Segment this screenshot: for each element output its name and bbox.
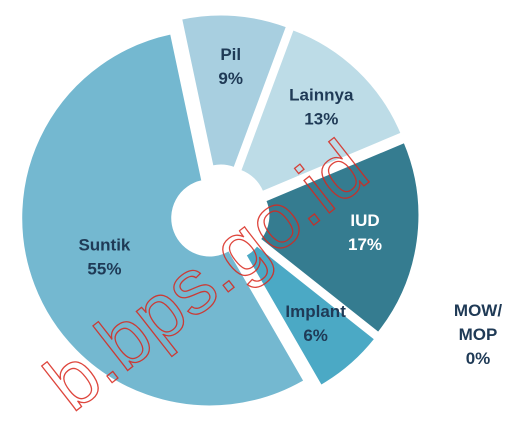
category-label: IUD [350,211,379,230]
value-label: 17% [348,235,382,254]
category-label: MOW/MOP [454,301,502,344]
pie-slice [245,245,376,386]
category-label: Lainnya [289,86,354,105]
pie-slice [21,33,305,407]
category-line: Implant [285,302,346,321]
pie-slice [259,141,420,333]
pie-slice [240,29,402,192]
category-line: IUD [350,211,379,230]
value-label: 55% [87,260,121,279]
pie-slice [181,14,287,169]
value-label: 6% [303,326,328,345]
category-line: Suntik [78,236,130,255]
slice-label: IUD 17% [348,211,382,254]
category-line: MOW/ [454,301,502,320]
value-label: 13% [304,110,338,129]
value-label: 9% [218,70,243,89]
slice-label: Suntik 55% [78,236,130,279]
category-label: Implant [285,302,346,321]
value-label: 0% [466,349,491,368]
slice-label: MOW/MOP 0% [454,301,502,368]
category-line: Lainnya [289,86,354,105]
category-line: MOP [459,325,498,344]
slice-label: Pil 9% [218,46,243,89]
category-label: Suntik [78,236,130,255]
slice-label: Implant 6% [285,302,346,345]
category-line: Pil [220,46,241,65]
category-label: Pil [220,46,241,65]
slice-label: Lainnya 13% [289,86,354,129]
